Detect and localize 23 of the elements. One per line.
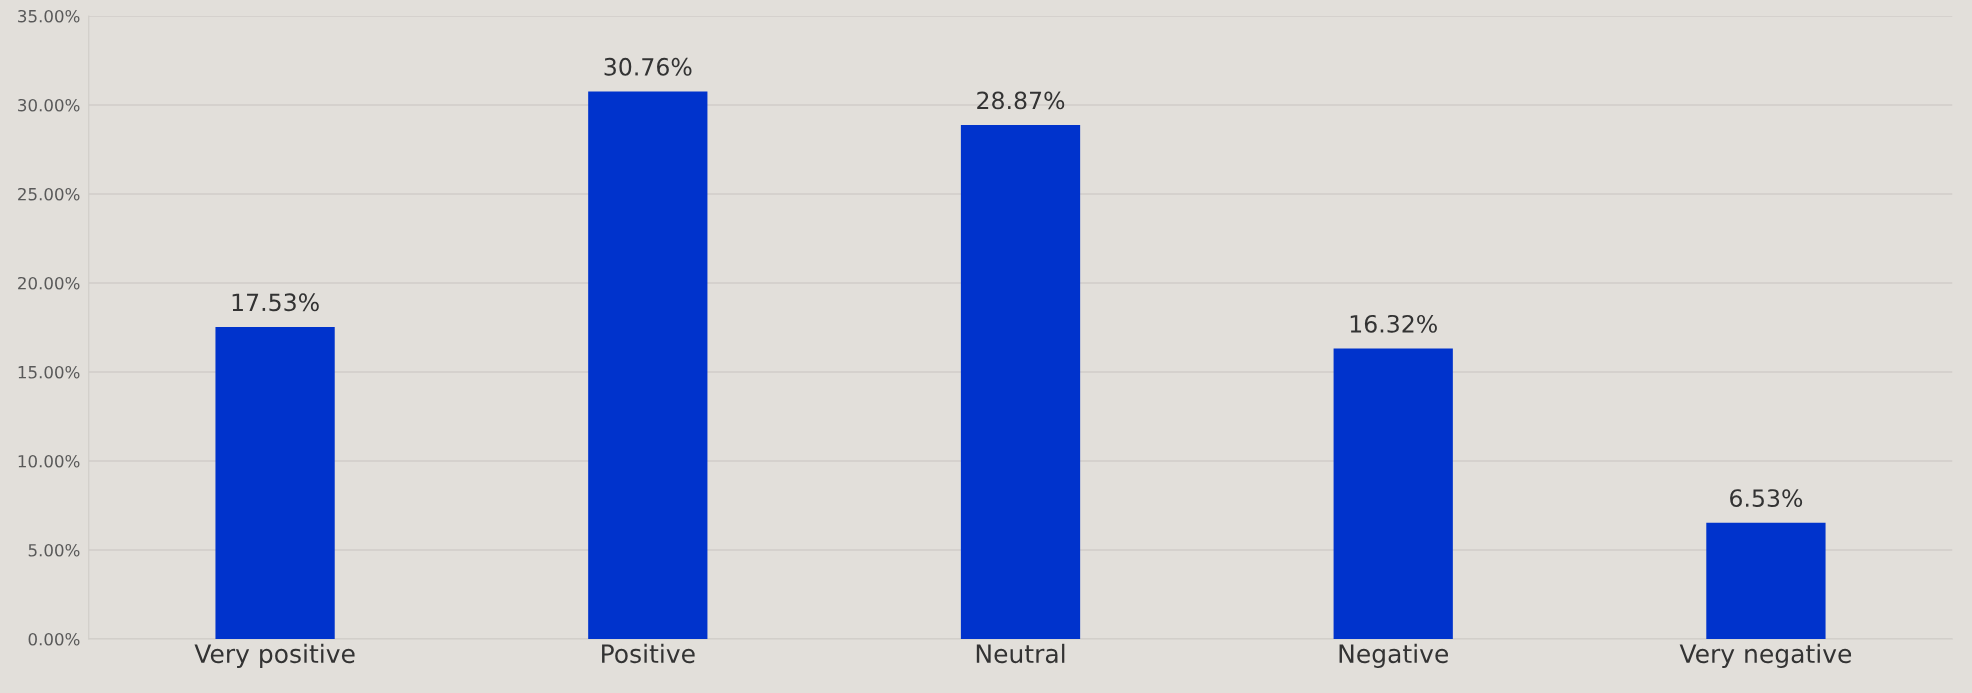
y-tick-label: 30.00%: [18, 98, 80, 112]
x-tick-label: Very negative: [1679, 643, 1852, 668]
bar: [1333, 348, 1453, 639]
y-tick-label: 15.00%: [18, 365, 80, 379]
data-label: 17.53%: [232, 293, 319, 312]
y-tick-label: 0.00%: [28, 632, 80, 646]
y-tick-label: 20.00%: [18, 276, 80, 290]
bar: [1706, 522, 1826, 639]
x-tick-label: Very positive: [194, 643, 355, 668]
y-tick-label: 10.00%: [18, 454, 80, 468]
data-label: 30.76%: [604, 57, 692, 76]
y-tick-label: 5.00%: [28, 543, 80, 557]
y-tick-label: 35.00%: [18, 9, 80, 23]
data-label: 28.87%: [977, 91, 1065, 110]
data-label: 16.32%: [1350, 314, 1437, 333]
x-tick-label: Negative: [1339, 643, 1448, 668]
data-label: 6.53%: [1730, 489, 1803, 508]
x-tick-label: Positive: [602, 643, 695, 664]
bar: [960, 125, 1081, 639]
x-tick-label: Neutral: [976, 643, 1065, 664]
y-tick-label: 25.00%: [18, 187, 80, 201]
bar: [588, 91, 708, 639]
bar: [215, 326, 335, 639]
